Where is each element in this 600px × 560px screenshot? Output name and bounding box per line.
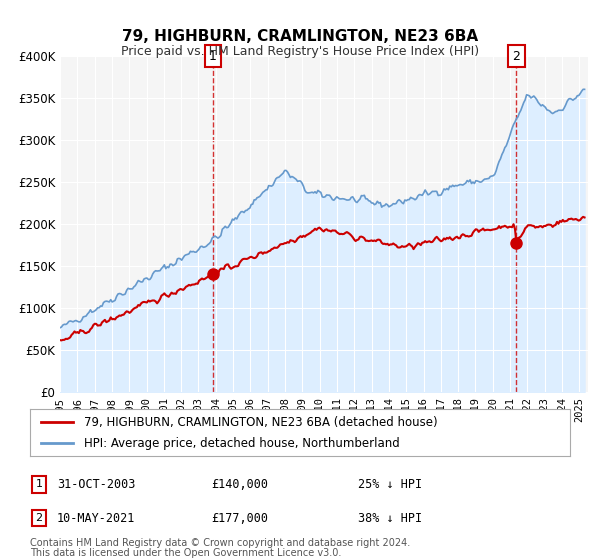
Text: 79, HIGHBURN, CRAMLINGTON, NE23 6BA: 79, HIGHBURN, CRAMLINGTON, NE23 6BA	[122, 29, 478, 44]
Text: 25% ↓ HPI: 25% ↓ HPI	[358, 478, 422, 491]
Text: 38% ↓ HPI: 38% ↓ HPI	[358, 511, 422, 525]
Text: 1: 1	[209, 49, 217, 63]
Text: 2: 2	[512, 49, 520, 63]
Text: £140,000: £140,000	[212, 478, 269, 491]
Text: This data is licensed under the Open Government Licence v3.0.: This data is licensed under the Open Gov…	[30, 548, 341, 558]
Text: Price paid vs. HM Land Registry's House Price Index (HPI): Price paid vs. HM Land Registry's House …	[121, 45, 479, 58]
Text: 10-MAY-2021: 10-MAY-2021	[57, 511, 135, 525]
Text: 2: 2	[35, 513, 43, 523]
Text: Contains HM Land Registry data © Crown copyright and database right 2024.: Contains HM Land Registry data © Crown c…	[30, 538, 410, 548]
Text: HPI: Average price, detached house, Northumberland: HPI: Average price, detached house, Nort…	[84, 437, 400, 450]
Text: 1: 1	[35, 479, 43, 489]
Text: 79, HIGHBURN, CRAMLINGTON, NE23 6BA (detached house): 79, HIGHBURN, CRAMLINGTON, NE23 6BA (det…	[84, 416, 437, 428]
Text: 31-OCT-2003: 31-OCT-2003	[57, 478, 135, 491]
Text: £177,000: £177,000	[212, 511, 269, 525]
